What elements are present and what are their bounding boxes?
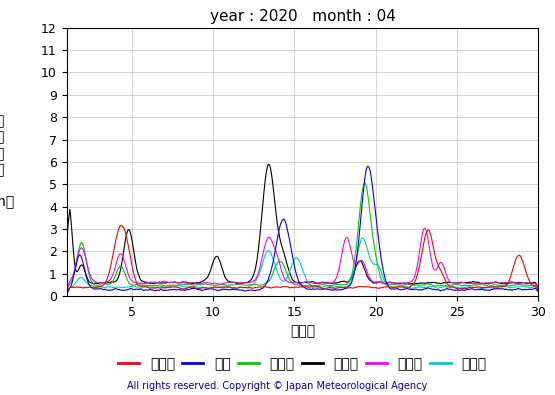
石廈崎: [360, 184, 366, 189]
上ノ国: [361, 285, 367, 290]
上ノ国: [72, 285, 78, 290]
経ヶ岖: [374, 280, 381, 285]
上ノ国: [194, 286, 200, 291]
経ヶ岖: [535, 286, 542, 290]
生月島: [374, 280, 380, 284]
経ヶ岖: [120, 248, 127, 253]
唐桑: [168, 287, 175, 292]
生月島: [421, 226, 428, 231]
Line: 経ヶ岖: 経ヶ岖: [67, 164, 538, 288]
石廈崎: [120, 268, 127, 273]
生月島: [360, 260, 366, 265]
Line: 生月島: 生月島: [67, 228, 538, 289]
上ノ国: [121, 227, 128, 232]
唐桑: [535, 290, 542, 294]
石廈崎: [72, 266, 78, 271]
屋久島: [63, 290, 70, 294]
石廈崎: [535, 287, 542, 292]
Line: 石廈崎: 石廈崎: [67, 183, 538, 290]
屋久島: [359, 235, 366, 240]
Title: year : 2020   month : 04: year : 2020 month : 04: [210, 9, 395, 24]
唐桑: [120, 288, 127, 293]
石廈崎: [168, 283, 175, 288]
X-axis label: （日）: （日）: [290, 325, 315, 339]
Line: 唐桑: 唐桑: [67, 166, 538, 294]
屋久島: [72, 281, 78, 286]
生月島: [72, 265, 78, 270]
経ヶ岖: [72, 264, 78, 269]
生月島: [168, 280, 175, 285]
唐桑: [72, 267, 78, 272]
石廈崎: [63, 288, 70, 293]
Y-axis label: 有
義
波
高

（m）: 有 義 波 高 （m）: [0, 115, 14, 209]
Line: 屋久島: 屋久島: [67, 238, 538, 292]
上ノ国: [118, 223, 124, 228]
屋久島: [535, 288, 542, 293]
上ノ国: [374, 286, 381, 290]
生月島: [63, 286, 70, 291]
屋久島: [120, 285, 127, 290]
唐桑: [374, 229, 381, 233]
経ヶ岖: [63, 242, 70, 247]
唐桑: [63, 292, 70, 296]
唐桑: [360, 191, 366, 196]
石廈崎: [361, 181, 368, 185]
Legend: 上ノ国, 唐桑, 石廈崎, 経ヶ岖, 生月島, 屋久島: 上ノ国, 唐桑, 石廈崎, 経ヶ岖, 生月島, 屋久島: [113, 352, 492, 377]
上ノ国: [63, 289, 70, 294]
屋久島: [193, 284, 200, 289]
上ノ国: [535, 288, 542, 293]
経ヶ岖: [265, 162, 272, 167]
屋久島: [361, 237, 367, 241]
唐桑: [365, 164, 371, 169]
屋久島: [168, 284, 175, 289]
経ヶ岖: [361, 265, 367, 270]
石廈崎: [374, 262, 381, 267]
石廈崎: [193, 282, 200, 287]
Line: 上ノ国: 上ノ国: [67, 226, 538, 292]
生月島: [535, 286, 542, 291]
経ヶ岖: [193, 280, 200, 285]
生月島: [193, 281, 200, 286]
唐桑: [193, 286, 200, 291]
上ノ国: [169, 284, 175, 289]
経ヶ岖: [168, 280, 175, 285]
生月島: [120, 256, 127, 261]
Text: All rights reserved. Copyright © Japan Meteorological Agency: All rights reserved. Copyright © Japan M…: [128, 381, 427, 391]
屋久島: [374, 263, 381, 267]
